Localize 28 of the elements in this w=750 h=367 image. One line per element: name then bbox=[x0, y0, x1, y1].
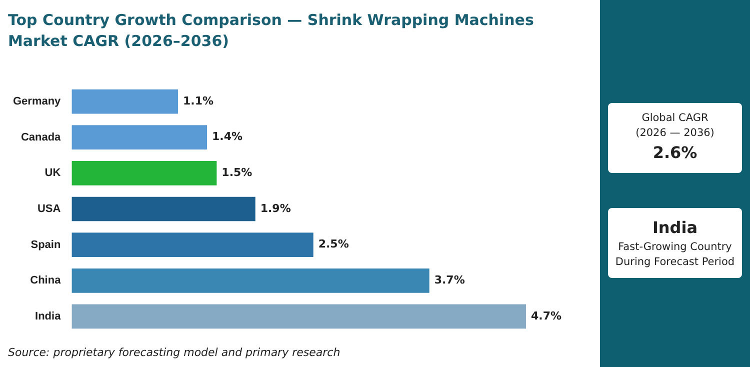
text: (2026 — 2036) bbox=[634, 126, 716, 141]
y-tick-label: India bbox=[35, 310, 62, 323]
bar bbox=[72, 89, 178, 114]
y-tick-label: Germany bbox=[12, 96, 62, 108]
data-label: 3.7% bbox=[434, 274, 465, 287]
data-label: 1.5% bbox=[222, 166, 252, 180]
source-note: Source: proprietary forecasting model and primary research bbox=[8, 346, 340, 359]
data-label: 1.9% bbox=[260, 202, 291, 215]
y-tick-label: Canada bbox=[20, 131, 62, 144]
data-label: 4.7% bbox=[531, 309, 562, 322]
bar bbox=[72, 232, 314, 258]
data-label: 1.1% bbox=[183, 94, 214, 108]
data-label: 1.4% bbox=[212, 130, 243, 144]
bar bbox=[72, 268, 430, 293]
bar bbox=[72, 160, 217, 186]
text: Global CAGR bbox=[640, 111, 710, 126]
y-tick-label: China bbox=[30, 274, 62, 287]
text: 2.6% bbox=[652, 142, 698, 164]
y-tick-label: UK bbox=[44, 167, 61, 180]
bar bbox=[72, 304, 526, 329]
text: India bbox=[651, 217, 699, 239]
text: Fast-Growing Country During Forecast Period bbox=[614, 240, 736, 270]
bar bbox=[72, 196, 256, 222]
bar bbox=[72, 125, 208, 150]
data-label: 2.5% bbox=[318, 238, 349, 251]
y-tick-label: USA bbox=[37, 203, 61, 216]
chart-title: Top Country Growth Comparison — Shrink Wrapping Machines Market CAGR (2026–2036) bbox=[8, 10, 535, 52]
y-tick-label: Spain bbox=[30, 238, 61, 251]
